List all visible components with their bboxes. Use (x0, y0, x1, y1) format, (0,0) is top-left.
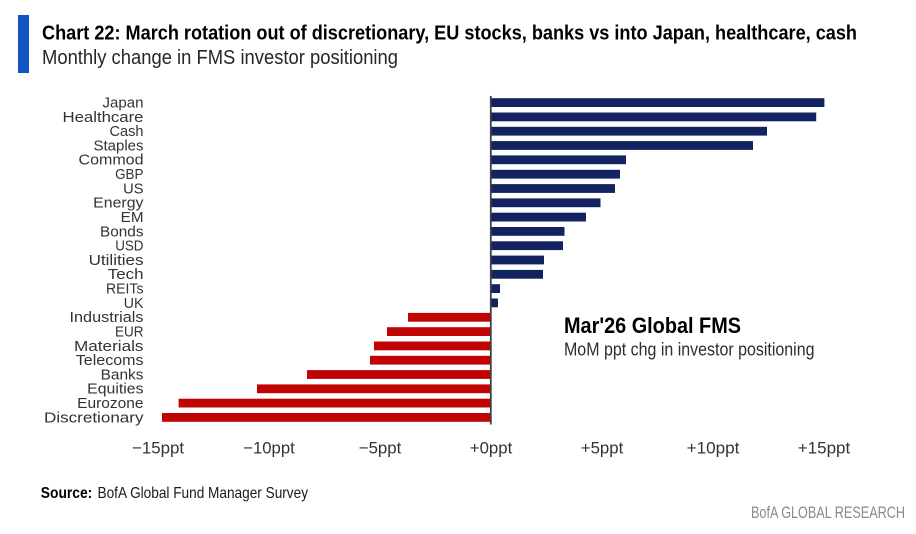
svg-text:Staples: Staples (94, 137, 144, 154)
svg-text:Source:: Source: (41, 485, 93, 502)
svg-text:REITs: REITs (106, 281, 144, 298)
svg-text:BofA GLOBAL RESEARCH: BofA GLOBAL RESEARCH (751, 503, 905, 522)
svg-text:+10ppt: +10ppt (687, 439, 740, 458)
svg-text:Cash: Cash (110, 123, 144, 140)
svg-text:Japan: Japan (103, 95, 144, 112)
svg-text:Discretionary: Discretionary (44, 409, 144, 426)
svg-text:+0ppt: +0ppt (470, 439, 513, 458)
svg-text:EM: EM (121, 209, 144, 226)
svg-text:Mar'26 Global FMS: Mar'26 Global FMS (564, 313, 741, 338)
svg-text:Chart 22: March rotation out o: Chart 22: March rotation out of discreti… (42, 23, 857, 45)
svg-text:−10ppt: −10ppt (243, 439, 295, 458)
svg-text:Banks: Banks (101, 366, 144, 383)
svg-text:MoM ppt chg in investor positi: MoM ppt chg in investor positioning (564, 339, 815, 360)
svg-text:−5ppt: −5ppt (359, 439, 402, 458)
svg-text:Materials: Materials (74, 338, 144, 355)
svg-text:Healthcare: Healthcare (63, 109, 144, 126)
svg-text:Tech: Tech (108, 266, 144, 283)
svg-text:BofA Global Fund Manager Surve: BofA Global Fund Manager Survey (98, 485, 309, 502)
svg-text:Energy: Energy (93, 195, 144, 212)
svg-text:Eurozone: Eurozone (77, 395, 143, 412)
svg-text:Utilities: Utilities (89, 252, 144, 269)
svg-text:Monthly change in FMS investor: Monthly change in FMS investor positioni… (42, 47, 398, 69)
svg-text:−15ppt: −15ppt (132, 439, 184, 458)
svg-text:Bonds: Bonds (100, 223, 144, 240)
svg-text:Industrials: Industrials (70, 309, 144, 326)
svg-text:+5ppt: +5ppt (581, 439, 624, 458)
svg-text:EUR: EUR (115, 324, 144, 341)
svg-text:Equities: Equities (87, 381, 143, 398)
svg-text:GBP: GBP (115, 166, 143, 183)
svg-text:UK: UK (124, 295, 144, 312)
svg-text:+15ppt: +15ppt (798, 439, 851, 458)
svg-text:US: US (123, 180, 143, 197)
svg-text:Telecoms: Telecoms (76, 352, 144, 369)
svg-text:Commod: Commod (79, 152, 144, 169)
svg-text:USD: USD (115, 238, 143, 255)
